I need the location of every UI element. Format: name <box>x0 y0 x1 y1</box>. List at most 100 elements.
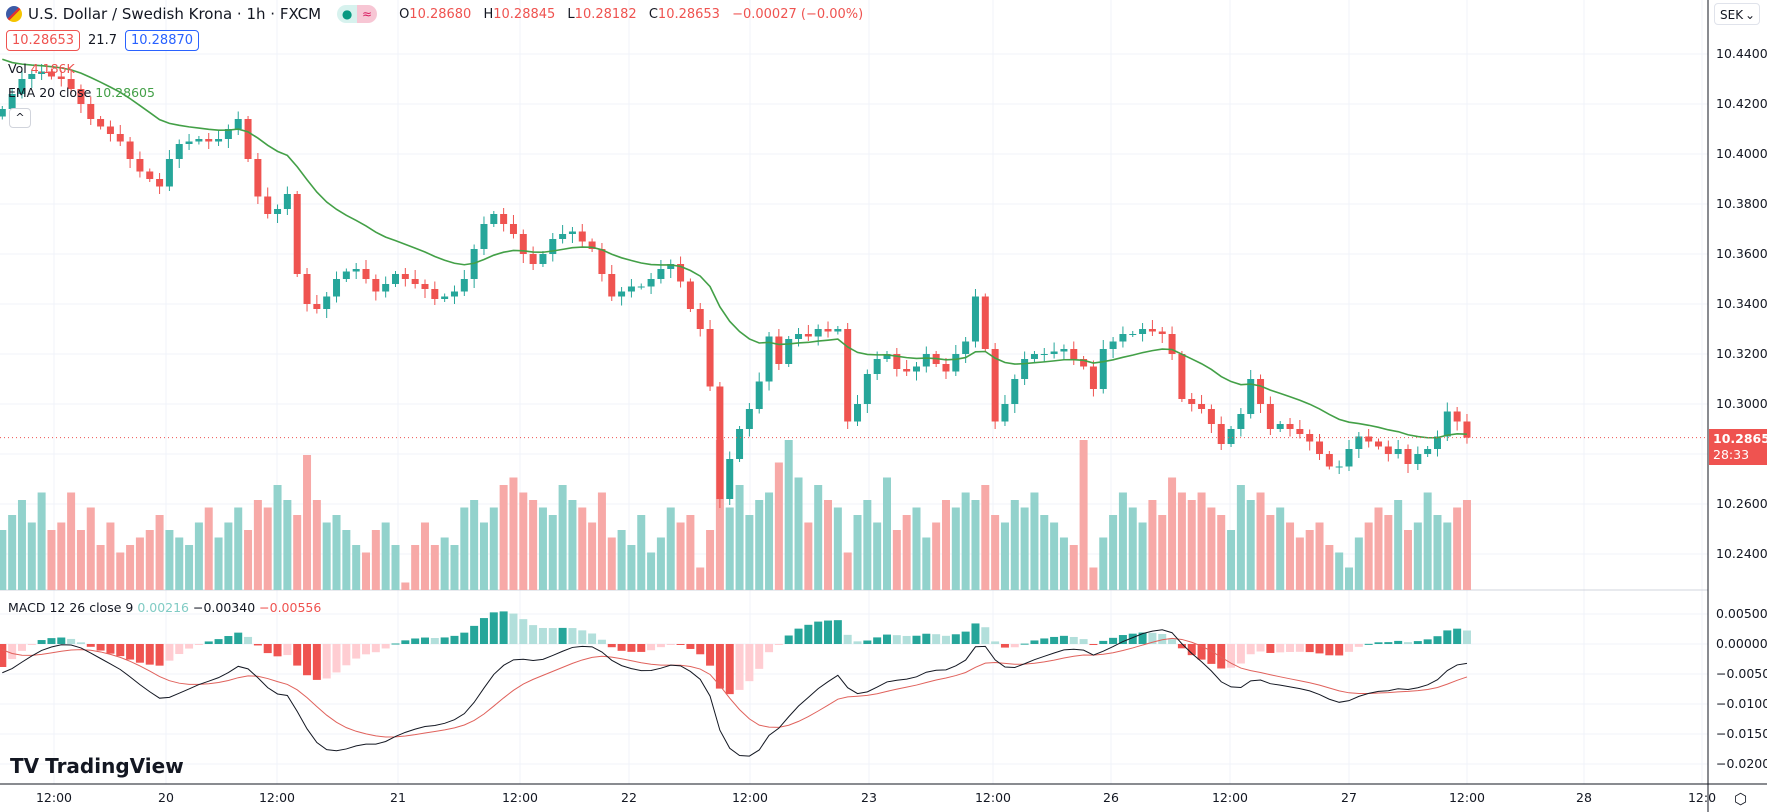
macd-legend[interactable]: MACD 12 26 close 9 0.00216 −0.00340 −0.0… <box>8 600 322 615</box>
candle-body <box>804 334 812 337</box>
candle <box>1207 404 1215 433</box>
candle <box>942 358 950 379</box>
tradingview-logo[interactable]: 𝗧𝗩 TradingView <box>10 754 184 778</box>
candle <box>529 246 537 270</box>
current-price-label: 10.28653 28:33 <box>1709 429 1767 465</box>
candle-body <box>28 74 36 79</box>
candle-body <box>1375 441 1382 447</box>
macd-hist-bar <box>1109 637 1118 644</box>
currency-select[interactable]: SEK ⌄ <box>1714 3 1760 25</box>
candle-body <box>1050 351 1058 354</box>
candle-body <box>1060 349 1068 352</box>
candle <box>38 64 46 80</box>
candle <box>274 204 282 223</box>
volume-bar <box>17 500 26 590</box>
candle-body <box>755 381 763 409</box>
macd-hist-bar <box>106 644 115 654</box>
settings-icon[interactable]: ⬡ <box>1734 790 1748 808</box>
volume-bar <box>165 530 174 590</box>
macd-hist-bar <box>57 637 66 644</box>
candle <box>323 292 331 318</box>
macd-hist-bar <box>1059 635 1068 644</box>
candle <box>1335 460 1343 474</box>
sell-button[interactable]: 10.28653 <box>6 30 81 51</box>
macd-hist-bar <box>450 635 459 644</box>
candle <box>372 274 380 301</box>
volume-bar <box>519 492 528 590</box>
volume-bar <box>597 492 606 590</box>
candle-body <box>450 291 458 297</box>
candle-body <box>716 386 724 499</box>
volume-bar <box>303 455 312 590</box>
macd-hist-bar <box>224 636 233 644</box>
candle <box>549 233 557 262</box>
candle <box>57 70 65 87</box>
market-status[interactable]: ● ≈ <box>337 5 378 23</box>
macd-hist-bar <box>912 635 921 644</box>
volume-bar <box>1217 515 1226 590</box>
macd-hist-bar <box>381 644 390 649</box>
candle-body <box>745 409 753 429</box>
candle-body <box>126 141 134 159</box>
trade-row: 10.28653 21.7 10.28870 <box>6 30 200 51</box>
collapse-legend-button[interactable]: ^ <box>9 108 31 128</box>
candle-body <box>1011 379 1019 404</box>
candle-body <box>323 296 331 309</box>
macd-hist-bar <box>244 636 253 644</box>
candle-body <box>1345 449 1353 467</box>
macd-hist-bar <box>1453 628 1462 644</box>
volume-bar <box>1453 507 1462 590</box>
macd-signal-line <box>2 637 1468 738</box>
candle <box>677 256 685 288</box>
candle <box>618 287 626 306</box>
volume-bar <box>362 552 371 590</box>
macd-hist-bar <box>371 644 380 653</box>
macd-hist-bar <box>175 644 184 655</box>
candle <box>1394 440 1402 459</box>
candle <box>146 168 154 182</box>
candle-body <box>1266 404 1274 429</box>
candle-body <box>1394 449 1402 454</box>
volume-bar <box>774 462 783 590</box>
candle <box>696 303 704 337</box>
time-tick-label: 20 <box>158 790 174 805</box>
macd-hist-bar <box>666 644 675 645</box>
volume-bar <box>971 500 980 590</box>
volume-legend[interactable]: Vol 4.186K <box>8 61 75 76</box>
macd-hist-bar <box>833 620 842 644</box>
time-tick-label: 28 <box>1576 790 1592 805</box>
volume-bar <box>735 485 744 590</box>
volume-bar <box>1276 507 1285 590</box>
volume-bar <box>86 507 95 590</box>
volume-bar <box>1384 515 1393 590</box>
macd-hist-bar <box>1256 644 1265 652</box>
volume-bar <box>381 522 390 590</box>
macd-hist-bar <box>37 640 46 644</box>
volume-bar <box>1315 522 1324 590</box>
volume-bar <box>479 522 488 590</box>
macd-hist-bar <box>1374 642 1383 644</box>
candle <box>883 351 891 362</box>
candle <box>608 265 616 301</box>
candle <box>244 116 252 162</box>
candle <box>362 260 370 284</box>
symbol-title[interactable]: U.S. Dollar / Swedish Krona · 1h · FXCM <box>28 5 322 23</box>
macd-hist-bar <box>951 634 960 644</box>
volume-bar <box>765 492 774 590</box>
candle <box>971 289 979 348</box>
macd-hist-bar <box>96 644 105 651</box>
volume-bar <box>204 507 213 590</box>
macd-hist-bar <box>214 639 223 644</box>
ema-legend[interactable]: EMA 20 close 10.28605 <box>8 85 155 100</box>
macd-hist-bar <box>1325 644 1334 656</box>
volume-bar <box>273 485 282 590</box>
candle-body <box>647 279 655 287</box>
buy-button[interactable]: 10.28870 <box>124 30 200 51</box>
macd-hist-bar <box>706 644 715 666</box>
candle <box>1168 326 1176 360</box>
candle-body <box>1129 334 1137 335</box>
candle <box>578 224 586 248</box>
volume-bar <box>1295 537 1304 590</box>
volume-bar <box>401 582 410 590</box>
